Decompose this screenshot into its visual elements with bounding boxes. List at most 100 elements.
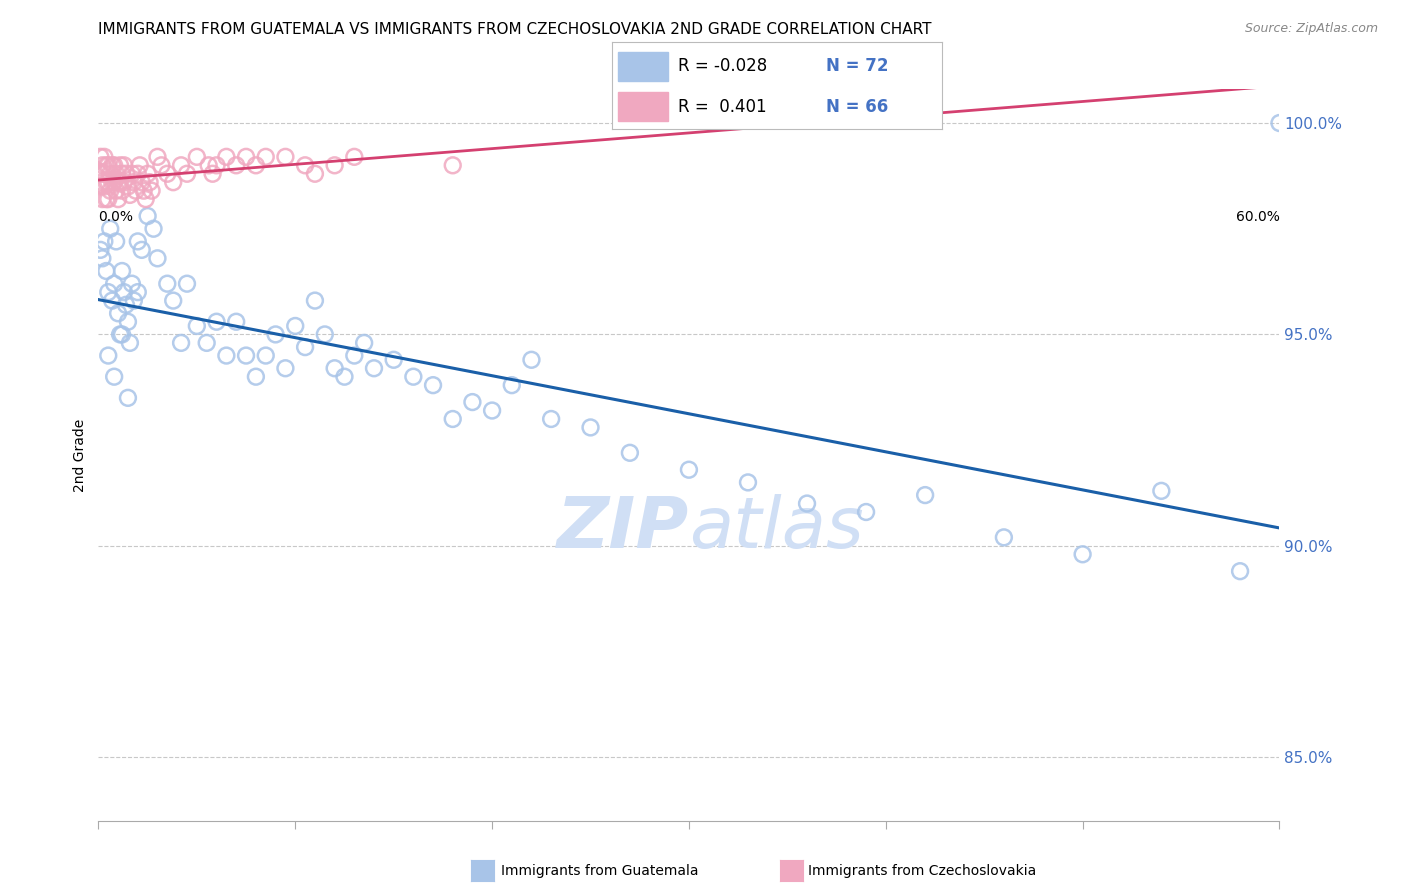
- Point: [111, 167, 134, 181]
- Point: [461, 395, 484, 409]
- Point: [215, 150, 238, 164]
- Point: [314, 327, 336, 342]
- Point: [103, 369, 125, 384]
- Point: [103, 277, 125, 291]
- Point: [112, 175, 135, 189]
- Point: [117, 391, 139, 405]
- Point: [128, 158, 150, 172]
- Point: [225, 158, 247, 172]
- Point: [737, 475, 759, 490]
- Point: [93, 179, 115, 194]
- Point: [914, 488, 936, 502]
- Point: [382, 352, 405, 367]
- Point: [108, 327, 131, 342]
- Point: [274, 150, 297, 164]
- Point: [97, 192, 120, 206]
- Point: [205, 315, 228, 329]
- Point: [89, 150, 111, 164]
- Point: [136, 209, 159, 223]
- Point: [343, 150, 366, 164]
- Point: [156, 167, 179, 181]
- Point: [115, 167, 138, 181]
- Point: [1268, 116, 1291, 130]
- Point: [254, 150, 277, 164]
- Point: [215, 349, 238, 363]
- Point: [225, 315, 247, 329]
- Point: [118, 335, 141, 350]
- Text: IMMIGRANTS FROM GUATEMALA VS IMMIGRANTS FROM CZECHOSLOVAKIA 2ND GRADE CORRELATIO: IMMIGRANTS FROM GUATEMALA VS IMMIGRANTS …: [98, 22, 932, 37]
- Point: [254, 349, 277, 363]
- Point: [363, 361, 385, 376]
- Point: [112, 285, 135, 300]
- Point: [176, 277, 198, 291]
- Point: [96, 175, 118, 189]
- Point: [89, 179, 111, 194]
- Point: [1071, 547, 1094, 561]
- Text: Immigrants from Czechoslovakia: Immigrants from Czechoslovakia: [808, 863, 1036, 878]
- Point: [111, 184, 134, 198]
- Point: [98, 184, 121, 198]
- Point: [141, 184, 163, 198]
- Point: [98, 167, 121, 181]
- Point: [97, 349, 120, 363]
- Point: [796, 497, 818, 511]
- Point: [264, 327, 287, 342]
- Point: [540, 412, 562, 426]
- Point: [162, 175, 184, 189]
- Point: [93, 167, 115, 181]
- Point: [132, 184, 155, 198]
- Point: [294, 158, 316, 172]
- Point: [274, 361, 297, 376]
- Point: [115, 298, 138, 312]
- Point: [91, 252, 114, 266]
- Point: [125, 184, 148, 198]
- Point: [1150, 483, 1173, 498]
- Point: [91, 158, 114, 172]
- Point: [105, 184, 128, 198]
- Point: [186, 150, 208, 164]
- Point: [855, 505, 877, 519]
- Point: [619, 446, 641, 460]
- Point: [1229, 564, 1251, 578]
- Point: [101, 175, 124, 189]
- Text: Immigrants from Guatemala: Immigrants from Guatemala: [501, 863, 697, 878]
- Point: [93, 150, 115, 164]
- Point: [333, 369, 356, 384]
- Point: [89, 243, 111, 257]
- Point: [98, 221, 121, 235]
- Point: [146, 252, 169, 266]
- Text: ZIP: ZIP: [557, 493, 689, 563]
- Point: [156, 277, 179, 291]
- Point: [353, 335, 375, 350]
- Y-axis label: 2nd Grade: 2nd Grade: [73, 418, 87, 491]
- Point: [127, 167, 149, 181]
- Point: [195, 335, 218, 350]
- Point: [112, 158, 135, 172]
- Point: [142, 221, 165, 235]
- Text: R = -0.028: R = -0.028: [678, 57, 766, 76]
- Point: [138, 175, 160, 189]
- Point: [245, 369, 267, 384]
- Point: [579, 420, 602, 434]
- Point: [304, 293, 326, 308]
- Point: [323, 361, 346, 376]
- Point: [122, 175, 145, 189]
- Point: [108, 175, 131, 189]
- Point: [105, 235, 128, 249]
- FancyBboxPatch shape: [619, 52, 668, 81]
- Point: [284, 318, 307, 333]
- Point: [121, 167, 143, 181]
- Point: [304, 167, 326, 181]
- Point: [186, 318, 208, 333]
- Point: [101, 293, 124, 308]
- Text: N = 72: N = 72: [827, 57, 889, 76]
- Point: [150, 158, 173, 172]
- Point: [118, 187, 141, 202]
- Text: 60.0%: 60.0%: [1236, 210, 1279, 224]
- Point: [197, 158, 219, 172]
- Point: [127, 285, 149, 300]
- Point: [170, 158, 193, 172]
- Point: [105, 167, 128, 181]
- Point: [127, 235, 149, 249]
- Point: [131, 243, 153, 257]
